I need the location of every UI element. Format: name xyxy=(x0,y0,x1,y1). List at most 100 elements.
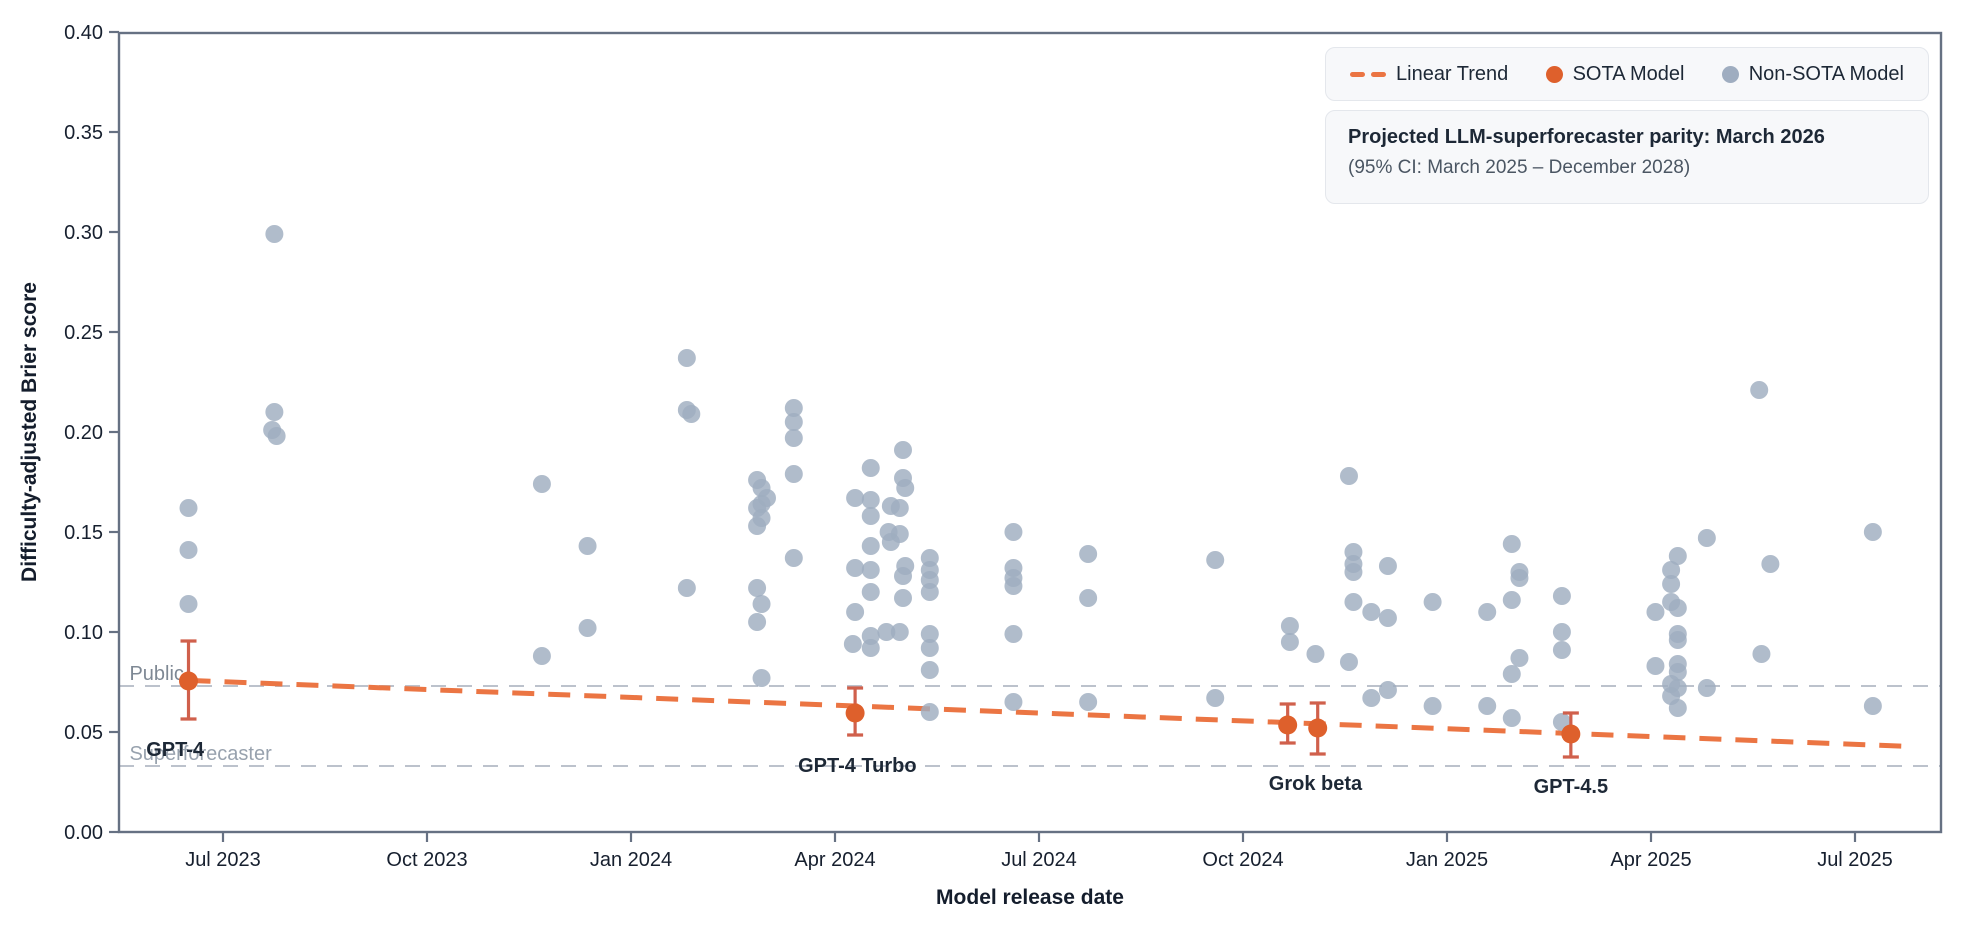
non-sota-point[interactable] xyxy=(846,603,865,621)
non-sota-point[interactable] xyxy=(1280,617,1299,635)
non-sota-point[interactable] xyxy=(1004,523,1023,541)
non-sota-point[interactable] xyxy=(748,613,767,631)
non-sota-point[interactable] xyxy=(1510,569,1529,587)
non-sota-point[interactable] xyxy=(179,595,198,613)
non-sota-point[interactable] xyxy=(920,625,939,643)
non-sota-point[interactable] xyxy=(532,647,551,665)
non-sota-point[interactable] xyxy=(1668,547,1687,565)
non-sota-point[interactable] xyxy=(861,507,880,525)
non-sota-point[interactable] xyxy=(861,583,880,601)
non-sota-point[interactable] xyxy=(784,465,803,483)
non-sota-point[interactable] xyxy=(1502,665,1521,683)
legend-item-sota-model[interactable]: SOTA Model xyxy=(1545,63,1684,86)
non-sota-point[interactable] xyxy=(748,579,767,597)
non-sota-point[interactable] xyxy=(861,459,880,477)
non-sota-point[interactable] xyxy=(1206,551,1225,569)
non-sota-point[interactable] xyxy=(1552,623,1571,641)
non-sota-point[interactable] xyxy=(1306,645,1325,663)
non-sota-point[interactable] xyxy=(578,537,597,555)
non-sota-point[interactable] xyxy=(1344,563,1363,581)
non-sota-point[interactable] xyxy=(890,525,909,543)
non-sota-point[interactable] xyxy=(677,349,696,367)
non-sota-point[interactable] xyxy=(1697,529,1716,547)
non-sota-point[interactable] xyxy=(748,517,767,535)
non-sota-point[interactable] xyxy=(896,479,915,497)
non-sota-point[interactable] xyxy=(179,499,198,517)
non-sota-point[interactable] xyxy=(920,703,939,721)
non-sota-point[interactable] xyxy=(1004,693,1023,711)
non-sota-point[interactable] xyxy=(861,491,880,509)
non-sota-point[interactable] xyxy=(1339,467,1358,485)
non-sota-point[interactable] xyxy=(861,639,880,657)
non-sota-point[interactable] xyxy=(920,583,939,601)
non-sota-point[interactable] xyxy=(1378,557,1397,575)
non-sota-point[interactable] xyxy=(1362,603,1381,621)
non-sota-point[interactable] xyxy=(265,225,284,243)
non-sota-point[interactable] xyxy=(1502,591,1521,609)
non-sota-point[interactable] xyxy=(1079,545,1098,563)
legend-item-linear-trend[interactable]: Linear Trend xyxy=(1350,63,1508,86)
non-sota-point[interactable] xyxy=(877,623,896,641)
sota-point[interactable] xyxy=(845,703,865,723)
sota-point[interactable] xyxy=(1561,724,1581,744)
non-sota-point[interactable] xyxy=(1668,599,1687,617)
non-sota-point[interactable] xyxy=(1502,709,1521,727)
non-sota-point[interactable] xyxy=(1478,697,1497,715)
non-sota-point[interactable] xyxy=(1750,381,1769,399)
non-sota-point[interactable] xyxy=(1362,689,1381,707)
sota-point[interactable] xyxy=(1278,715,1298,735)
non-sota-point[interactable] xyxy=(578,619,597,637)
non-sota-point[interactable] xyxy=(1752,645,1771,663)
non-sota-point[interactable] xyxy=(265,403,284,421)
non-sota-point[interactable] xyxy=(1344,593,1363,611)
non-sota-point[interactable] xyxy=(784,549,803,567)
non-sota-point[interactable] xyxy=(784,413,803,431)
non-sota-point[interactable] xyxy=(1339,653,1358,671)
non-sota-point[interactable] xyxy=(784,399,803,417)
non-sota-point[interactable] xyxy=(1206,689,1225,707)
non-sota-point[interactable] xyxy=(846,559,865,577)
non-sota-point[interactable] xyxy=(890,499,909,517)
non-sota-point[interactable] xyxy=(896,557,915,575)
non-sota-point[interactable] xyxy=(677,579,696,597)
non-sota-point[interactable] xyxy=(1668,631,1687,649)
non-sota-point[interactable] xyxy=(1502,535,1521,553)
non-sota-point[interactable] xyxy=(179,541,198,559)
non-sota-point[interactable] xyxy=(682,405,701,423)
non-sota-point[interactable] xyxy=(920,639,939,657)
non-sota-point[interactable] xyxy=(752,595,771,613)
non-sota-point[interactable] xyxy=(890,623,909,641)
non-sota-point[interactable] xyxy=(1646,657,1665,675)
non-sota-point[interactable] xyxy=(1697,679,1716,697)
non-sota-point[interactable] xyxy=(1079,693,1098,711)
non-sota-point[interactable] xyxy=(1552,587,1571,605)
non-sota-point[interactable] xyxy=(1423,593,1442,611)
sota-point[interactable] xyxy=(1308,718,1328,738)
non-sota-point[interactable] xyxy=(846,489,865,507)
non-sota-point[interactable] xyxy=(1510,649,1529,667)
non-sota-point[interactable] xyxy=(1552,641,1571,659)
non-sota-point[interactable] xyxy=(1478,603,1497,621)
non-sota-point[interactable] xyxy=(752,669,771,687)
non-sota-point[interactable] xyxy=(1662,561,1681,579)
non-sota-point[interactable] xyxy=(843,635,862,653)
non-sota-point[interactable] xyxy=(894,441,912,459)
non-sota-point[interactable] xyxy=(1079,589,1098,607)
non-sota-point[interactable] xyxy=(894,589,912,607)
sota-point[interactable] xyxy=(179,671,199,691)
non-sota-point[interactable] xyxy=(1662,575,1681,593)
non-sota-point[interactable] xyxy=(784,429,803,447)
non-sota-point[interactable] xyxy=(1378,609,1397,627)
non-sota-point[interactable] xyxy=(1761,555,1780,573)
non-sota-point[interactable] xyxy=(1004,577,1023,595)
non-sota-point[interactable] xyxy=(267,427,286,445)
non-sota-point[interactable] xyxy=(1863,697,1882,715)
non-sota-point[interactable] xyxy=(1280,633,1299,651)
legend-item-non-sota-model[interactable]: Non-SOTA Model xyxy=(1721,63,1904,86)
non-sota-point[interactable] xyxy=(920,661,939,679)
non-sota-point[interactable] xyxy=(1668,699,1687,717)
non-sota-point[interactable] xyxy=(1378,681,1397,699)
non-sota-point[interactable] xyxy=(1863,523,1882,541)
non-sota-point[interactable] xyxy=(861,561,880,579)
non-sota-point[interactable] xyxy=(1004,625,1023,643)
